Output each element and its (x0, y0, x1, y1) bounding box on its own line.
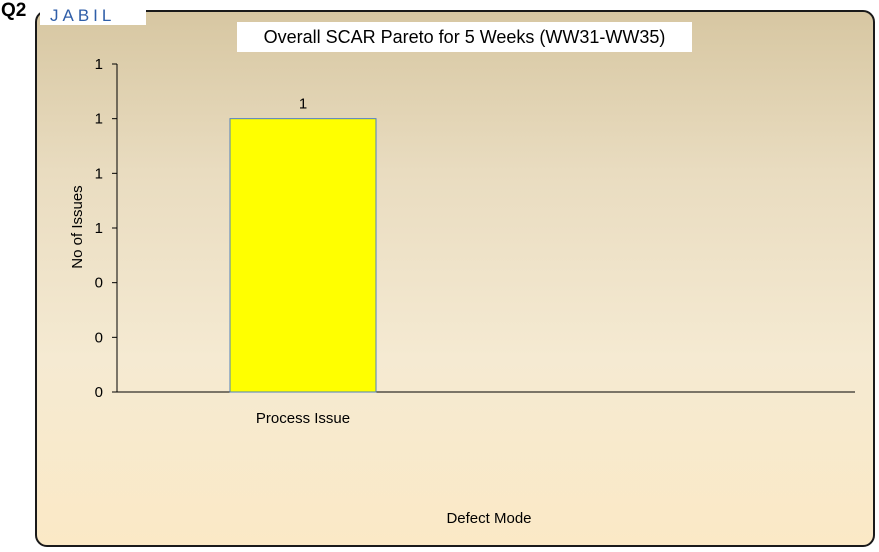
logo (40, 8, 146, 25)
logo-text: JABIL (50, 6, 116, 25)
y-tick-label: 1 (95, 220, 103, 237)
bar (229, 118, 377, 393)
chart-panel (35, 10, 875, 547)
y-tick-label: 1 (95, 165, 103, 182)
y-axis-title: No of Issues (69, 185, 86, 268)
chart-title: Overall SCAR Pareto for 5 Weeks (WW31-WW… (237, 22, 692, 52)
y-tick-label: 1 (95, 111, 103, 128)
y-tick-label: 0 (95, 384, 103, 401)
slide-number-label: Q2 (1, 0, 27, 21)
bar-data-label: 1 (299, 96, 307, 113)
x-axis-title: Defect Mode (446, 510, 531, 527)
y-tick-label: 1 (95, 56, 103, 73)
x-category-label: Process Issue (256, 410, 350, 427)
y-tick-label: 0 (95, 275, 103, 292)
y-tick-label: 0 (95, 329, 103, 346)
